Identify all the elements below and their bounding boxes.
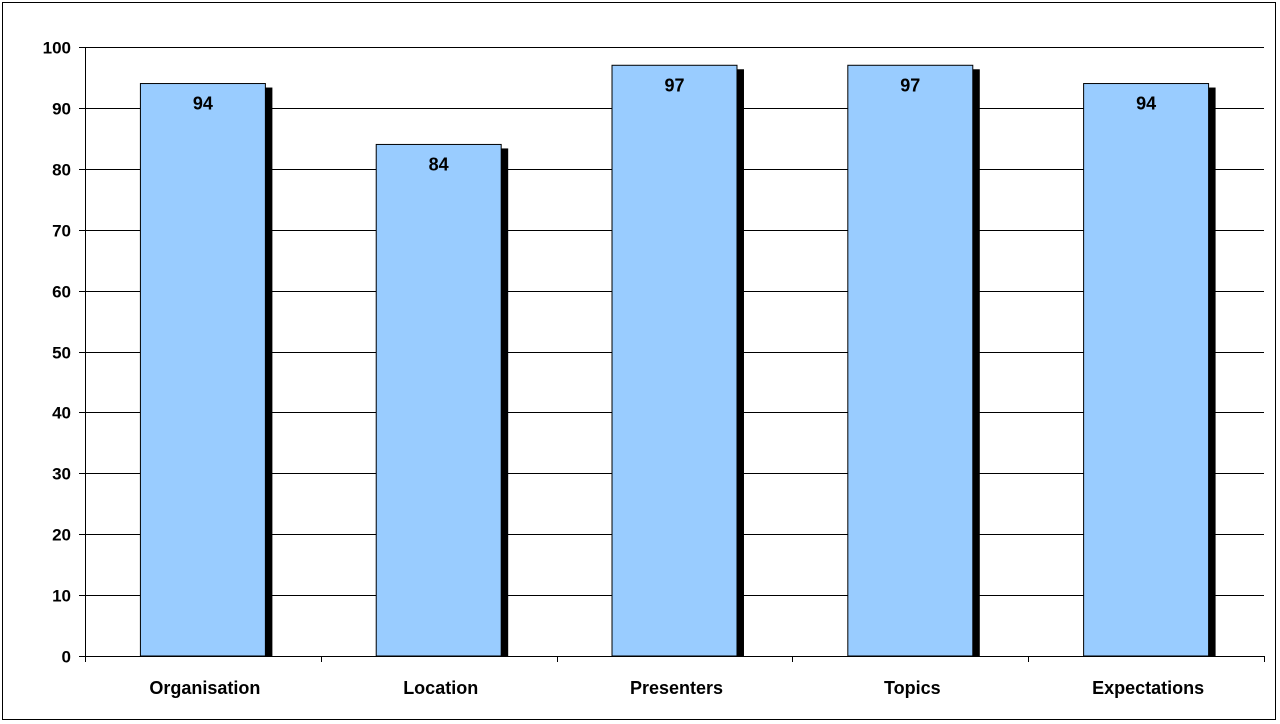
bar-chart: 0 10 20 30 40 50 60 70 80 90 100 94 Organisation 84 Lo… bbox=[43, 39, 1265, 699]
category-label-organisation: Organisation bbox=[149, 678, 260, 698]
y-tick-label-40: 40 bbox=[52, 404, 71, 423]
bar-topics bbox=[847, 64, 974, 657]
y-tick-label-10: 10 bbox=[52, 587, 71, 606]
axes bbox=[79, 47, 1265, 662]
y-tick-label-30: 30 bbox=[52, 465, 71, 484]
category-label-presenters: Presenters bbox=[630, 678, 723, 698]
bar-expectations bbox=[1083, 83, 1210, 657]
bar-presenters bbox=[611, 64, 738, 657]
bar-organisation bbox=[139, 83, 266, 657]
y-tick-label-90: 90 bbox=[52, 100, 71, 119]
y-tick-label-20: 20 bbox=[52, 526, 71, 545]
category-label-location: Location bbox=[403, 678, 478, 698]
data-label-presenters: 97 bbox=[664, 75, 684, 95]
bars bbox=[139, 64, 1216, 657]
category-label-expectations: Expectations bbox=[1092, 678, 1204, 698]
y-tick-label-60: 60 bbox=[52, 283, 71, 302]
labels: 0 10 20 30 40 50 60 70 80 90 100 94 Organisation 84 Lo… bbox=[43, 39, 1204, 699]
data-label-topics: 97 bbox=[900, 75, 920, 95]
y-tick-label-80: 80 bbox=[52, 161, 71, 180]
category-label-topics: Topics bbox=[884, 678, 941, 698]
y-tick-label-0: 0 bbox=[62, 648, 71, 667]
data-label-location: 84 bbox=[429, 154, 449, 174]
data-label-organisation: 94 bbox=[193, 94, 213, 114]
bar-location bbox=[375, 143, 502, 657]
y-tick-label-100: 100 bbox=[43, 39, 71, 58]
y-tick-label-70: 70 bbox=[52, 222, 71, 241]
data-label-expectations: 94 bbox=[1136, 94, 1156, 114]
y-tick-label-50: 50 bbox=[52, 344, 71, 363]
